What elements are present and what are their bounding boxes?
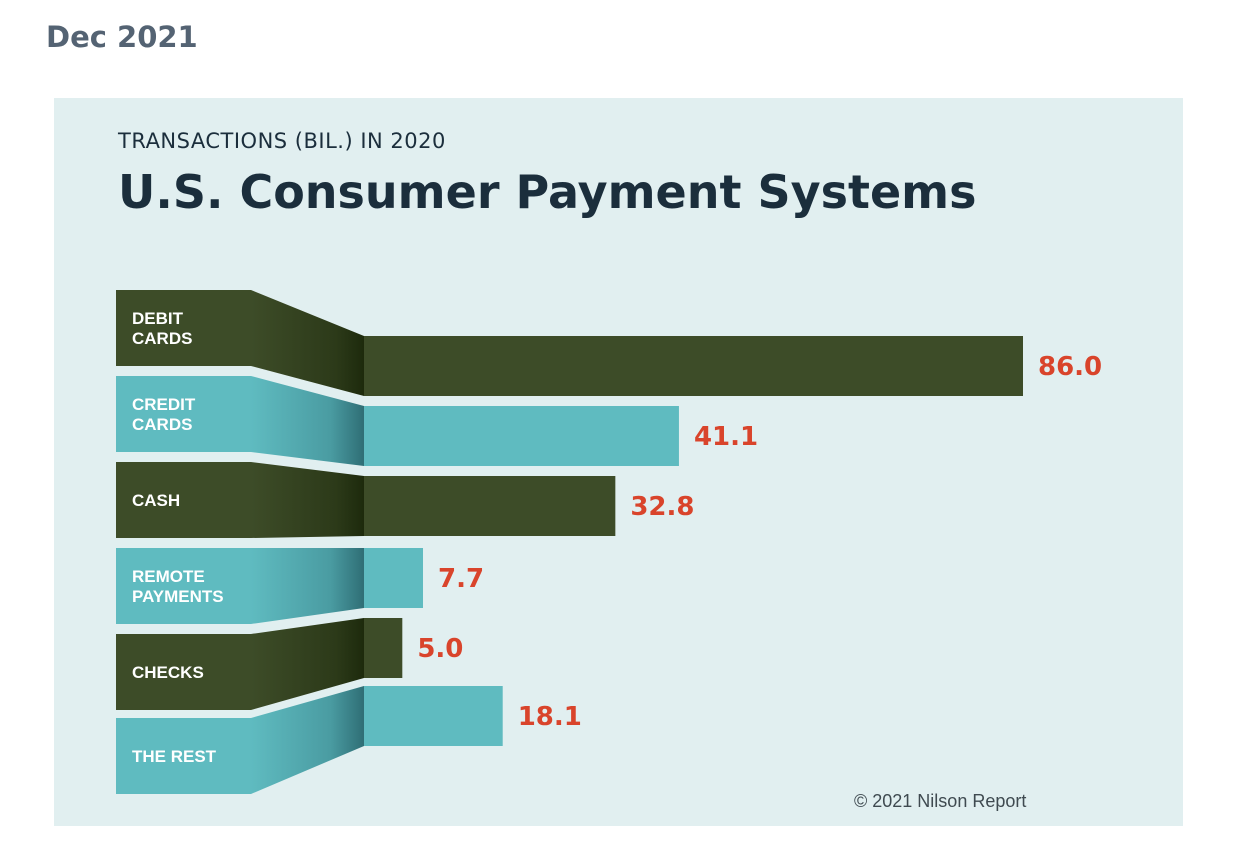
- chart-title: U.S. Consumer Payment Systems: [118, 165, 976, 219]
- category-label: CARDS: [132, 329, 192, 348]
- bar: [364, 548, 424, 608]
- bar-group: THE REST 18.1: [116, 686, 582, 794]
- category-label: DEBIT: [132, 309, 184, 328]
- category-label: PAYMENTS: [132, 587, 224, 606]
- value-label: 32.8: [630, 492, 694, 522]
- category-label: THE REST: [132, 747, 217, 766]
- page-date: Dec 2021: [46, 20, 198, 54]
- bar: [364, 476, 616, 536]
- category-label: CARDS: [132, 415, 192, 434]
- chart-panel: TRANSACTIONS (BIL.) IN 2020 U.S. Consume…: [54, 98, 1183, 826]
- bar: [364, 686, 503, 746]
- category-label: CREDIT: [132, 395, 196, 414]
- category-tab: [116, 718, 251, 794]
- bar-fold: [251, 290, 364, 396]
- value-label: 41.1: [694, 422, 758, 452]
- bar: [364, 336, 1023, 396]
- bar: [364, 618, 403, 678]
- category-label: REMOTE: [132, 567, 205, 586]
- bar-fold: [251, 618, 364, 710]
- bar: [364, 406, 679, 466]
- bar-fold: [251, 686, 364, 794]
- chart-subtitle: TRANSACTIONS (BIL.) IN 2020: [117, 129, 446, 153]
- category-tab: [116, 548, 251, 624]
- category-tab: [116, 462, 251, 538]
- category-tab: [116, 290, 251, 366]
- bar-group: CASH 32.8: [116, 462, 694, 538]
- value-label: 7.7: [438, 564, 484, 594]
- category-tab: [116, 376, 251, 452]
- bar-group: CHECKS 5.0: [116, 618, 463, 710]
- bar-fold: [251, 376, 364, 466]
- chart-credit: © 2021 Nilson Report: [854, 791, 1026, 811]
- category-tab: [116, 634, 251, 710]
- category-label: CHECKS: [132, 663, 204, 682]
- category-label: CASH: [132, 491, 180, 510]
- value-label: 18.1: [518, 702, 582, 732]
- bar-fold: [251, 462, 364, 538]
- value-label: 86.0: [1038, 352, 1102, 382]
- value-label: 5.0: [417, 634, 463, 664]
- bar-fold: [251, 548, 364, 624]
- chart-svg: TRANSACTIONS (BIL.) IN 2020 U.S. Consume…: [116, 129, 1102, 811]
